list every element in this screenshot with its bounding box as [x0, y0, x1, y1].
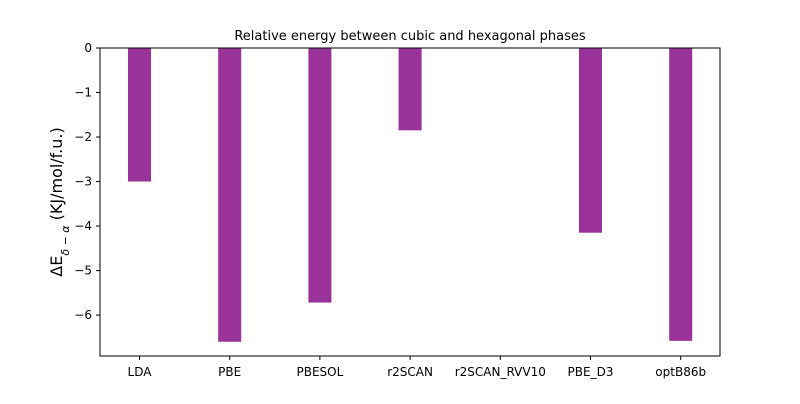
bar-pbesol — [308, 48, 332, 303]
chart-title: Relative energy between cubic and hexago… — [234, 29, 586, 44]
x-tick-label: PBE — [218, 365, 241, 379]
bar-lda — [127, 48, 152, 182]
bar-r2scan — [398, 48, 422, 131]
y-tick-label: −5 — [74, 264, 92, 278]
y-axis-label-subscript: δ − α — [59, 225, 72, 256]
y-tick-label: −2 — [74, 130, 92, 144]
x-tick-label: LDA — [128, 365, 153, 379]
y-tick-label: −6 — [74, 308, 92, 322]
x-tick-label: optB86b — [655, 365, 706, 379]
y-axis-label: ΔEδ − α (KJ/mol/f.u.) — [47, 127, 72, 276]
y-tick-label: −4 — [74, 219, 92, 233]
y-tick-label: 0 — [84, 41, 92, 55]
y-tick-label: −1 — [74, 86, 92, 100]
y-tick-label: −3 — [74, 175, 92, 189]
x-tick-label: PBE_D3 — [568, 365, 614, 379]
bar-pbe — [218, 48, 242, 342]
bar-optb86b — [669, 48, 693, 341]
bar-pbe-d3 — [578, 48, 603, 233]
x-axis-ticks: LDA PBE PBESOL r2SCAN r2SCAN_RVV10 PBE_D3 optB… — [128, 356, 706, 379]
x-tick-label: PBESOL — [296, 365, 343, 379]
y-axis-label-unit: (KJ/mol/f.u.) — [47, 127, 66, 225]
y-axis-ticks: 0 −1 −2 −3 −4 −5 −6 — [74, 41, 100, 322]
x-tick-label: r2SCAN_RVV10 — [455, 365, 546, 379]
bar-group — [127, 48, 693, 342]
plot-frame — [99, 47, 721, 357]
x-tick-label: r2SCAN — [387, 365, 433, 379]
y-axis-label-main: ΔE — [47, 256, 66, 277]
